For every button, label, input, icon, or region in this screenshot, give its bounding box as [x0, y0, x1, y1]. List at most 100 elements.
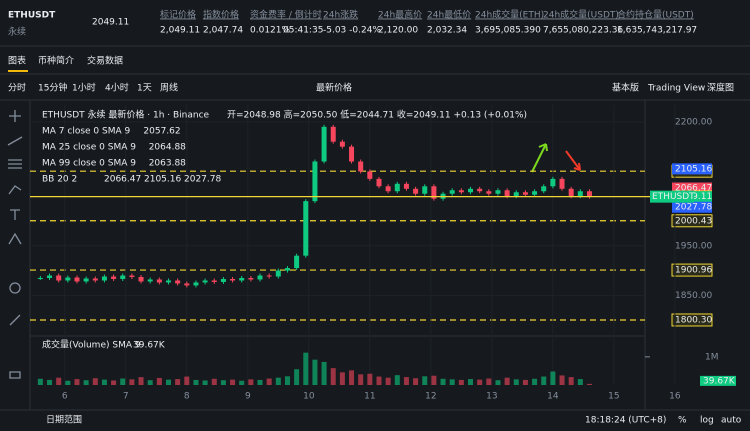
candle-body: [147, 279, 153, 282]
volume-bar: [230, 379, 236, 385]
date-range[interactable]: 日期范围: [46, 414, 82, 426]
stat-label: 24h成交量(ETH): [475, 9, 544, 21]
tab[interactable]: 币种简介: [38, 55, 74, 67]
tool-icon[interactable]: [9, 314, 21, 326]
stat-label: 资金费率 / 倒计时: [250, 9, 322, 21]
candle-body: [120, 275, 126, 279]
candle-body: [202, 280, 208, 283]
indicator-name[interactable]: MA 7 close 0 SMA 9: [42, 127, 130, 137]
candle-body: [403, 183, 409, 189]
x-tick-label: 8: [184, 392, 190, 402]
volume-bar: [193, 379, 199, 385]
candle-body: [230, 278, 236, 281]
volume-bar: [330, 368, 336, 385]
volume-bar: [111, 380, 117, 385]
candle-body: [422, 186, 428, 194]
scale-option[interactable]: auto: [721, 416, 742, 426]
volume-bar: [532, 378, 538, 385]
candle-body: [468, 188, 474, 193]
candle-body: [284, 268, 290, 271]
tool-icon[interactable]: [10, 209, 20, 220]
stat-label: 24h最高价: [378, 9, 422, 21]
price-type[interactable]: 最新价格: [316, 82, 352, 94]
candle-body: [559, 178, 565, 189]
price-tag-label: 2066.47: [675, 184, 712, 194]
tool-icon[interactable]: [9, 110, 21, 122]
indicator-value: 2057.62: [143, 127, 180, 137]
view-button[interactable]: 深度图: [707, 82, 734, 94]
volume-bar: [120, 378, 126, 385]
candle-body: [394, 183, 400, 192]
scale-option[interactable]: %: [678, 416, 687, 426]
candle-body: [129, 275, 135, 278]
volume-tag-label: 39.67K: [703, 376, 736, 386]
indicator-name[interactable]: BB 20 2: [42, 175, 77, 185]
candle-body: [495, 190, 501, 194]
stat-value: 1,635,743,217.97: [617, 26, 697, 36]
volume-bar: [586, 383, 592, 385]
stat-label: 24h涨跌: [323, 10, 358, 21]
tool-icon[interactable]: [7, 136, 23, 146]
candle-body: [266, 275, 272, 277]
interval-button[interactable]: 1天: [137, 84, 152, 94]
interval-button[interactable]: 4小时: [105, 82, 129, 94]
interval-button[interactable]: 1小时: [72, 82, 96, 94]
interval-button[interactable]: 15分钟: [38, 82, 67, 94]
tool-icon[interactable]: [9, 282, 21, 294]
indicator-value: 2063.88: [149, 159, 186, 169]
interval-button[interactable]: 分时: [8, 82, 26, 94]
volume-bar: [175, 379, 181, 385]
y-tick-label: 1850.00: [675, 291, 712, 301]
tool-icon[interactable]: [8, 185, 22, 195]
volume-bar: [257, 379, 263, 385]
volume-bar: [468, 379, 474, 385]
tab[interactable]: 交易数据: [87, 55, 123, 67]
stat-value: 2,120.00: [378, 26, 418, 36]
tool-icon[interactable]: [9, 371, 21, 379]
candle-body: [330, 126, 336, 142]
price-tag-label: 1900.96: [675, 266, 712, 276]
tool-icon[interactable]: [8, 159, 22, 169]
tab-underline: [8, 70, 28, 72]
tool-icon[interactable]: [8, 232, 22, 245]
indicator-name[interactable]: MA 99 close 0 SMA 9: [42, 159, 136, 169]
stat-value: 2,047.74: [203, 26, 243, 36]
volume-bar: [138, 377, 144, 385]
candle-body: [513, 192, 519, 197]
volume-bar: [522, 379, 528, 385]
volume-bar: [83, 380, 89, 385]
price-tag-label: 2027.78: [675, 203, 712, 213]
view-button[interactable]: 基本版: [612, 82, 639, 94]
candle-body: [321, 126, 327, 162]
candle-body: [577, 191, 583, 197]
volume-bar: [275, 377, 281, 385]
volume-bar: [211, 378, 217, 385]
interval-button[interactable]: 周线: [160, 82, 178, 94]
volume-bar: [129, 379, 135, 385]
volume-bar: [156, 377, 162, 385]
x-tick-label: 12: [425, 392, 436, 402]
candle-body: [449, 190, 455, 194]
volume-bar: [47, 379, 53, 385]
x-tick-label: 16: [669, 392, 681, 402]
clock: 18:18:24 (UTC+8): [585, 416, 666, 426]
candle-body: [239, 277, 245, 281]
tab[interactable]: 图表: [8, 55, 26, 67]
volume-bar: [147, 380, 153, 385]
candle-body: [312, 161, 318, 202]
price-tag: [672, 182, 712, 194]
candle-body: [184, 283, 190, 286]
volume-bar: [37, 378, 43, 385]
drawing-toolbar: [7, 110, 23, 379]
candle-body: [74, 277, 80, 282]
view-button[interactable]: Trading View: [647, 84, 705, 94]
candle-body: [37, 277, 43, 279]
stat-value: 7,655,080,223.36: [543, 26, 623, 36]
indicator-name[interactable]: MA 25 close 0 SMA 9: [42, 143, 136, 153]
scale-option[interactable]: log: [700, 416, 714, 426]
candle-body: [303, 201, 309, 256]
candle-body: [211, 280, 217, 282]
candle-body: [376, 178, 382, 187]
volume-bar: [376, 376, 382, 385]
